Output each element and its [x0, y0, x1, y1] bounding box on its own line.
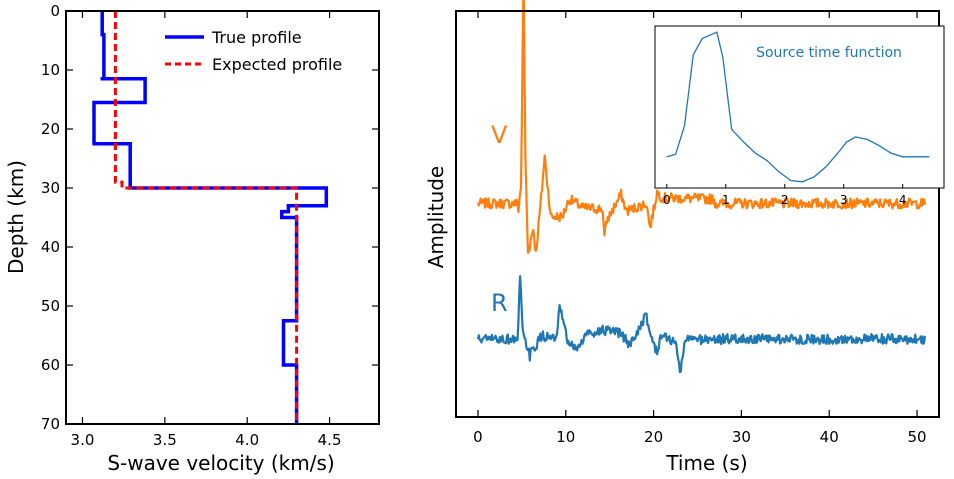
left-y-axis-label: Depth (km) — [4, 160, 28, 274]
left-x-axis-label: S-wave velocity (km/s) — [107, 451, 334, 475]
trace-label-r: R — [491, 289, 508, 317]
legend-label-expected-profile: Expected profile — [212, 55, 342, 74]
inset-x-tick-label: 1 — [722, 193, 730, 207]
left-y-tick-label: 70 — [41, 415, 60, 433]
left-y-tick-label: 0 — [50, 2, 60, 20]
right-plot-frame — [455, 10, 940, 418]
right-x-tick-label: 20 — [644, 428, 663, 446]
left-y-tick-label: 60 — [41, 356, 60, 374]
left-x-tick-label: 3.0 — [71, 431, 95, 449]
legend: True profile Expected profile — [165, 28, 342, 74]
right-x-tick-label: 10 — [556, 428, 575, 446]
source-time-function-line — [666, 31, 930, 183]
left-x-tick-label: 4.5 — [318, 431, 342, 449]
inset-x-tick-label: 3 — [840, 193, 848, 207]
trace-label-v: V — [491, 121, 508, 149]
right-x-tick-label: 50 — [907, 428, 926, 446]
waveform-v — [476, 0, 926, 254]
waveform-r — [476, 275, 926, 374]
inset-x-tick-label: 4 — [899, 193, 907, 207]
left-y-tick-label: 40 — [41, 238, 60, 256]
inset-x-tick-label: 0 — [663, 193, 671, 207]
legend-label-true-profile: True profile — [211, 28, 302, 47]
left-y-tick-label: 50 — [41, 297, 60, 315]
velocity-depth-panel: 3.0 3.5 4.0 4.5 0 10 20 30 40 50 60 70 S-wave veloc… — [4, 2, 380, 475]
right-x-tick-label: 30 — [732, 428, 751, 446]
left-y-tick-label: 20 — [41, 120, 60, 138]
left-plot-frame — [65, 10, 380, 425]
inset-frame — [654, 25, 945, 189]
left-y-tick-label: 10 — [41, 61, 60, 79]
series-expected-profile — [113, 11, 299, 424]
left-x-tick-label: 3.5 — [153, 431, 177, 449]
left-x-tick-label: 4.0 — [235, 431, 259, 449]
right-x-axis-label: Time (s) — [665, 451, 747, 475]
waveform-panel: 0 10 20 30 40 50 Time (s) Amplitude V R 0 1 2 3 4… — [424, 0, 945, 475]
inset-title: Source time function — [756, 45, 902, 61]
source-time-function-inset: 0 1 2 3 4 Source time function — [654, 25, 945, 207]
left-y-tick-label: 30 — [41, 179, 60, 197]
inset-x-tick-label: 2 — [781, 193, 789, 207]
right-x-tick-label: 40 — [820, 428, 839, 446]
right-y-axis-label: Amplitude — [424, 166, 448, 269]
right-x-tick-label: 0 — [473, 428, 483, 446]
